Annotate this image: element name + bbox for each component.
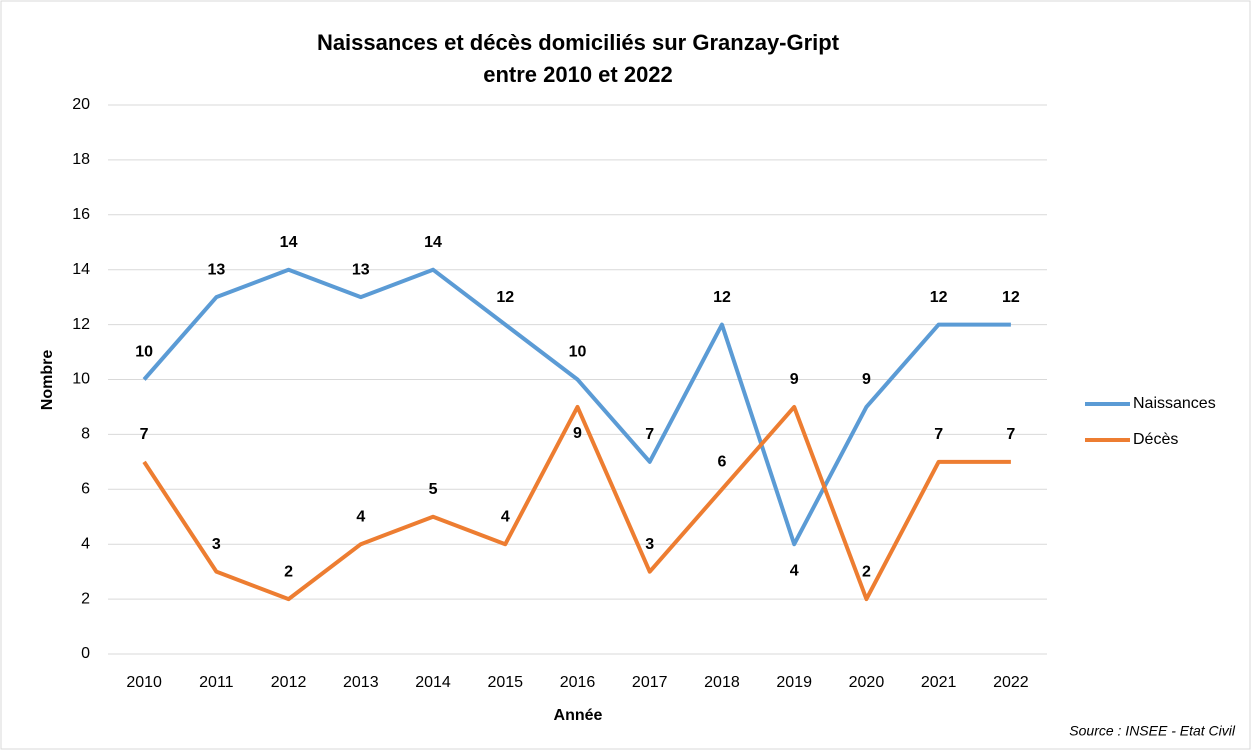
data-label: 5 — [429, 481, 438, 498]
data-label: 4 — [501, 508, 510, 525]
x-tick-label: 2016 — [560, 674, 596, 691]
data-label: 14 — [424, 234, 442, 251]
data-label: 13 — [207, 261, 225, 278]
data-label: 2 — [284, 563, 293, 580]
data-label: 14 — [280, 234, 298, 251]
data-label: 12 — [496, 289, 514, 306]
y-tick-label: 4 — [81, 535, 90, 552]
x-tick-label: 2012 — [271, 674, 307, 691]
y-tick-label: 8 — [81, 426, 90, 443]
x-tick-label: 2015 — [487, 674, 523, 691]
data-label: 12 — [930, 289, 948, 306]
data-label: 7 — [140, 426, 149, 443]
x-tick-label: 2010 — [126, 674, 162, 691]
y-tick-label: 10 — [72, 371, 90, 388]
x-tick-label: 2021 — [921, 674, 957, 691]
x-tick-label: 2018 — [704, 674, 740, 691]
data-label: 3 — [645, 536, 654, 553]
legend-label: Décès — [1133, 431, 1178, 448]
x-axis-label: Année — [554, 707, 603, 724]
data-label: 4 — [790, 562, 799, 579]
chart-title: Naissances et décès domiciliés sur Granz… — [317, 30, 840, 55]
x-tick-label: 2014 — [415, 674, 451, 691]
y-tick-label: 2 — [81, 590, 90, 607]
data-label: 4 — [356, 508, 365, 525]
data-label: 3 — [212, 536, 221, 553]
data-label: 9 — [862, 371, 871, 388]
chart-title: entre 2010 et 2022 — [483, 62, 673, 87]
y-tick-label: 0 — [81, 645, 90, 662]
data-label: 9 — [790, 371, 799, 388]
data-label: 10 — [135, 344, 153, 361]
x-tick-label: 2017 — [632, 674, 668, 691]
y-tick-label: 14 — [72, 261, 90, 278]
data-label: 12 — [713, 289, 731, 306]
y-tick-label: 18 — [72, 151, 90, 168]
data-line — [142, 404, 1011, 602]
x-tick-label: 2020 — [849, 674, 885, 691]
y-tick-label: 20 — [72, 96, 90, 113]
y-tick-label: 16 — [72, 206, 90, 223]
data-label: 7 — [1006, 426, 1015, 443]
x-tick-label: 2022 — [993, 674, 1029, 691]
data-label: 12 — [1002, 289, 1020, 306]
data-label: 6 — [718, 454, 727, 471]
data-label: 9 — [573, 425, 582, 442]
y-axis-label: Nombre — [39, 350, 56, 411]
x-tick-label: 2013 — [343, 674, 379, 691]
y-tick-label: 6 — [81, 481, 90, 498]
x-tick-label: 2019 — [776, 674, 812, 691]
y-tick-label: 12 — [72, 316, 90, 333]
x-tick-label: 2011 — [199, 674, 234, 691]
data-label: 10 — [569, 344, 587, 361]
data-label: 7 — [645, 426, 654, 443]
data-label: 13 — [352, 261, 370, 278]
source-note: Source : INSEE - Etat Civil — [1069, 723, 1236, 739]
data-label: 2 — [862, 563, 871, 580]
legend-label: Naissances — [1133, 395, 1216, 412]
data-label: 7 — [934, 426, 943, 443]
data-line — [142, 267, 1011, 547]
